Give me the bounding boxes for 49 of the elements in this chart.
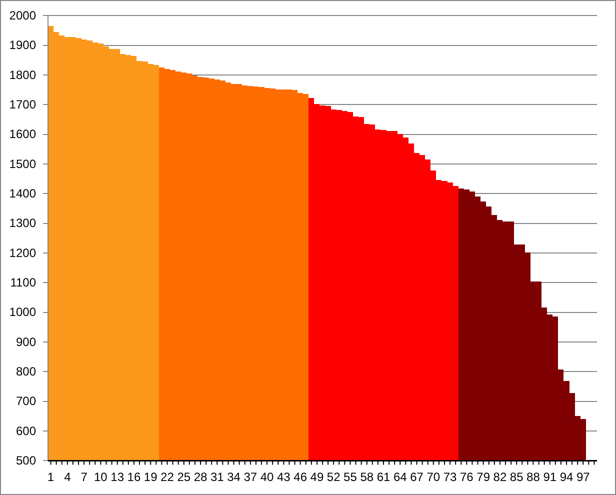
x-tick-label: 7 [80, 470, 88, 484]
y-tick-label: 1400 [9, 186, 36, 201]
x-tick-label: 34 [227, 470, 241, 484]
x-tick-label: 88 [526, 470, 540, 484]
y-tick-label: 1500 [9, 156, 36, 171]
x-tick-label: 1 [47, 470, 54, 484]
y-tick-label: 500 [16, 454, 36, 468]
x-tick-label: 73 [443, 470, 458, 484]
x-tick-label: 91 [543, 470, 557, 484]
x-tick-label: 67 [410, 470, 424, 484]
x-tick-label: 37 [244, 470, 258, 484]
x-tick-label: 28 [194, 470, 208, 484]
x-tick-label: 70 [426, 470, 440, 484]
x-tick-label: 94 [560, 470, 574, 484]
y-tick-label: 1100 [10, 276, 36, 290]
x-tick-label: 49 [310, 470, 324, 484]
x-tick-label: 31 [210, 470, 224, 484]
x-tick-label: 97 [576, 470, 590, 484]
y-tick-label: 2000 [9, 8, 36, 23]
x-tick-label: 79 [476, 470, 490, 484]
y-tick-label: 1600 [9, 127, 36, 142]
x-tick-label: 19 [144, 470, 158, 484]
x-tick-label: 46 [294, 470, 308, 484]
y-tick-label: 900 [16, 334, 36, 349]
x-tick-label: 76 [460, 470, 474, 484]
x-tick-label: 4 [64, 470, 72, 484]
y-tick-label: 1200 [9, 246, 36, 260]
x-tick-label: 25 [177, 470, 191, 484]
x-tick-label: 85 [510, 470, 524, 484]
x-tick-label: 16 [127, 470, 141, 484]
x-tick-label: 82 [493, 470, 507, 484]
x-tick-label: 61 [376, 470, 390, 484]
x-tick-label: 58 [360, 470, 374, 484]
x-tick-label: 13 [110, 470, 124, 484]
x-tick-label: 40 [260, 470, 274, 484]
y-tick-label: 1000 [9, 305, 36, 320]
y-tick-label: 1800 [9, 68, 36, 82]
y-tick-label: 1700 [9, 98, 36, 112]
y-tick-label: 1300 [9, 216, 36, 230]
x-tick-label: 43 [277, 470, 291, 484]
y-tick-label: 1900 [9, 38, 36, 52]
x-tick-label: 55 [344, 470, 358, 484]
y-tick-label: 700 [16, 394, 36, 408]
x-tick-label: 64 [393, 470, 408, 484]
y-tick-label: 600 [16, 424, 36, 438]
x-tick-label: 52 [326, 470, 341, 484]
y-tick-label: 800 [16, 364, 36, 379]
x-tick-label: 22 [160, 470, 174, 484]
x-tick-label: 10 [94, 470, 108, 484]
